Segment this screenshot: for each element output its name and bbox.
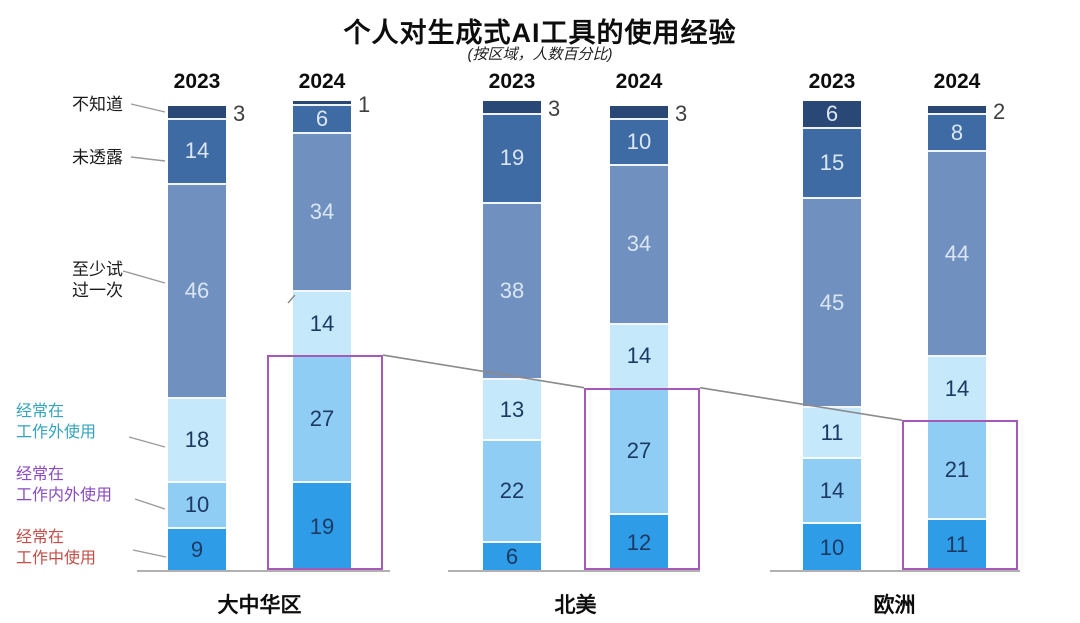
segment-not-disclosed: 19 xyxy=(483,115,541,204)
segment-dont-know xyxy=(928,106,986,116)
region-label-north-america: 北美 xyxy=(554,594,597,617)
segment-often-inside-and-outside-work: 27 xyxy=(610,389,668,516)
year-label-europe-2024: 2024 xyxy=(933,70,981,93)
value-label-europe-2024-dont-know: 2 xyxy=(993,98,1006,124)
segment-often-at-work: 19 xyxy=(293,482,351,571)
segment-often-at-work: 10 xyxy=(803,524,861,571)
bar-europe-2024: 8 44 14 21 11 xyxy=(928,106,986,571)
segment-not-disclosed: 6 xyxy=(293,105,351,134)
segment-tried-at-least-once: 45 xyxy=(803,198,861,409)
bar-greater-china-2024: 6 34 14 27 19 xyxy=(293,101,351,571)
bar-north-america-2023: 19 38 13 22 6 xyxy=(483,101,541,571)
segment-often-outside-work: 18 xyxy=(168,398,226,483)
bar-europe-2023: 6 15 45 11 14 10 xyxy=(803,101,861,571)
segment-dont-know xyxy=(293,101,351,106)
segment-often-outside-work: 14 xyxy=(928,357,986,423)
segment-tried-at-least-once: 38 xyxy=(483,203,541,381)
segment-tried-at-least-once: 34 xyxy=(293,133,351,292)
bar-north-america-2024: 10 34 14 27 12 xyxy=(610,106,668,571)
value-label-north-america-2024-dont-know: 3 xyxy=(675,100,688,126)
segment-often-inside-and-outside-work: 21 xyxy=(928,422,986,520)
segment-often-outside-work: 14 xyxy=(293,291,351,358)
year-label-north-america-2023: 2023 xyxy=(488,70,536,93)
segment-not-disclosed: 15 xyxy=(803,129,861,199)
segment-often-inside-and-outside-work: 14 xyxy=(803,459,861,525)
segment-often-inside-and-outside-work: 27 xyxy=(293,357,351,483)
segment-tried-at-least-once: 44 xyxy=(928,152,986,358)
value-label-north-america-2023-dont-know: 3 xyxy=(548,96,561,122)
segment-often-outside-work: 14 xyxy=(610,324,668,390)
legend-label-not-disclosed: 未透露 xyxy=(72,148,123,167)
segment-often-outside-work: 13 xyxy=(483,380,541,441)
segment-dont-know: 6 xyxy=(803,101,861,130)
highlight-box-greater-china-2024 xyxy=(267,355,383,570)
segment-often-inside-and-outside-work: 10 xyxy=(168,482,226,530)
segment-often-at-work: 12 xyxy=(610,515,668,571)
segment-not-disclosed: 14 xyxy=(168,119,226,186)
value-label-greater-china-2023-dont-know: 3 xyxy=(233,100,246,126)
segment-often-at-work: 9 xyxy=(168,529,226,571)
segment-often-inside-and-outside-work: 22 xyxy=(483,440,541,544)
chart-subtitle: (按区域，人数百分比) xyxy=(467,46,613,63)
value-label-greater-china-2024-dont-know: 1 xyxy=(358,91,371,117)
highlight-box-north-america-2024 xyxy=(584,387,700,570)
region-label-europe: 欧洲 xyxy=(873,594,916,617)
year-label-north-america-2024: 2024 xyxy=(615,70,663,93)
year-label-greater-china-2023: 2023 xyxy=(173,70,221,93)
legend-label-often-at-work: 经常在 工作中使用 xyxy=(16,529,97,567)
chart-title: 个人对生成式AI工具的使用经验 xyxy=(343,18,737,48)
legend-label-often-outside-work: 经常在 工作外使用 xyxy=(16,403,97,441)
segment-tried-at-least-once: 46 xyxy=(168,185,226,399)
legend-label-dont-know: 不知道 xyxy=(72,95,123,114)
segment-not-disclosed: 8 xyxy=(928,115,986,153)
segment-often-at-work: 6 xyxy=(483,543,541,571)
legend-label-tried-at-least-once: 至少试 过一次 xyxy=(72,260,123,300)
year-label-greater-china-2024: 2024 xyxy=(298,70,346,93)
region-label-greater-china: 大中华区 xyxy=(217,594,302,617)
segment-dont-know xyxy=(168,106,226,120)
segment-often-at-work: 11 xyxy=(928,519,986,571)
segment-dont-know xyxy=(610,106,668,120)
bar-greater-china-2023: 14 46 18 10 9 xyxy=(168,106,226,571)
legend-label-often-inside-and-outside-work: 经常在 工作内外使用 xyxy=(16,466,113,504)
segment-tried-at-least-once: 34 xyxy=(610,166,668,325)
segment-often-outside-work: 11 xyxy=(803,408,861,460)
segment-not-disclosed: 10 xyxy=(610,119,668,167)
segment-dont-know xyxy=(483,101,541,116)
highlight-box-europe-2024 xyxy=(902,420,1018,570)
year-label-europe-2023: 2023 xyxy=(808,70,856,93)
